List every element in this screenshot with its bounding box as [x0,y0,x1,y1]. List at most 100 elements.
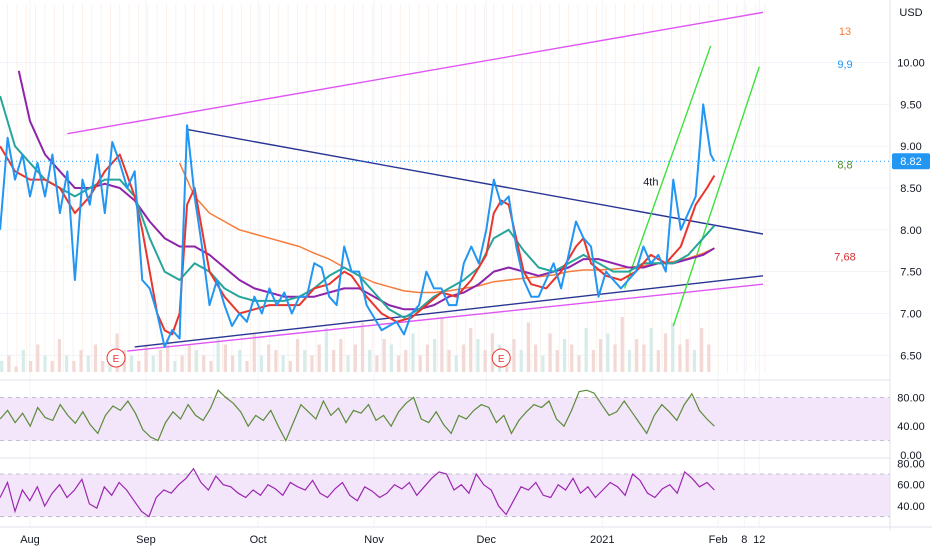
volume-bar [613,344,617,372]
trend-line[interactable] [67,11,764,135]
volume-bar [86,355,90,372]
price-tick-label[interactable]: 7.50 [900,267,921,279]
indicator-tick-label[interactable]: 80.00 [897,392,925,404]
time-tick-label[interactable]: Dec [476,534,496,546]
series-line[interactable] [17,70,715,311]
annotation-label: 13 [839,26,851,38]
rsi-panel-green[interactable] [0,389,890,443]
volume-bar [158,350,163,372]
volume-bar [28,361,33,372]
volume-bar [194,350,199,372]
time-tick-label[interactable]: Feb [709,534,728,546]
volume-bar [418,355,422,372]
volume-bar [577,355,581,372]
indicator-tick-label[interactable]: 40.00 [897,501,925,513]
volume-bar [671,322,675,372]
volume-bar [43,355,47,372]
time-tick-label[interactable]: Nov [364,534,384,546]
volume-bar [137,361,141,372]
volume-bar [692,350,697,372]
earnings-marker-label[interactable]: E [113,354,120,365]
volume-bar [461,344,466,372]
volume-bar [469,328,473,372]
trend-line[interactable] [672,66,760,327]
volume-bar [295,339,300,372]
series-line[interactable] [0,145,716,336]
volume-bar [187,344,191,372]
price-tick-label[interactable]: 9.00 [900,141,921,153]
earnings-marker[interactable] [491,348,511,368]
volume-bar [598,339,603,372]
volume-bar [685,339,689,372]
volume-bar [635,339,639,372]
volume-bar [7,355,11,372]
volume-bar [656,350,660,372]
volume-bar [21,350,25,372]
volume-bar [519,350,523,372]
volume-bar [678,344,682,372]
volume-bar [36,344,40,372]
indicator-tick-label[interactable]: 60.00 [897,480,925,492]
time-tick-label[interactable]: 2021 [590,534,614,546]
price-tick-label[interactable]: 6.50 [900,350,921,362]
volume-bar [606,333,610,372]
price-tick-label[interactable]: 10.00 [897,58,925,70]
indicator-line[interactable] [0,389,715,443]
volume-bar [180,355,184,372]
price-axis[interactable]: 8.82 6.50 7.00 7.50 8.00 8.50 9.00 9.50 10.00 80.… [892,58,930,513]
volume-bar [252,333,256,372]
price-tick-label[interactable]: 8.00 [900,225,921,237]
volume-bar [389,344,393,372]
volume-bar [396,355,401,372]
volume-bar [144,344,148,372]
time-tick-label[interactable]: 12 [753,534,765,546]
volume-bar [375,355,379,372]
price-tick-label[interactable]: 8.50 [900,183,921,195]
time-tick-label[interactable]: Sep [136,534,156,546]
trend-line[interactable] [624,45,712,289]
earnings-marker-label[interactable]: E [498,354,505,365]
last-price-badge [892,153,930,170]
volume-bar [259,355,264,372]
volume-bar [570,344,574,372]
annotation-label: 8,8 [837,160,852,172]
indicator-band [0,474,890,517]
trend-line[interactable] [134,275,764,348]
time-tick-label[interactable]: Oct [250,534,267,546]
time-axis[interactable]: Aug Sep Oct Nov Dec 2021 Feb 8 12 [20,534,765,546]
volume-bar [166,339,170,372]
volume-bar [303,350,307,372]
volume-bar [627,350,632,372]
trend-line[interactable] [127,283,764,352]
volume-bar [93,344,98,372]
volume-bar [562,339,567,372]
indicator-tick-label[interactable]: 80.00 [897,458,925,470]
volume-bar [230,355,235,372]
rsi-panel-purple[interactable] [0,467,890,518]
volume-bar [129,355,134,372]
volume-bar [317,344,321,372]
price-series[interactable] [0,70,890,348]
trend-lines[interactable] [67,11,764,352]
volume-bar [267,344,271,372]
indicator-line[interactable] [0,467,715,518]
volume-bar [57,339,62,372]
price-tick-label[interactable]: 9.50 [900,99,921,111]
volume-bar [151,355,155,372]
indicator-tick-label[interactable]: 0.00 [900,450,921,462]
volume-bar [50,361,54,372]
trend-line[interactable] [186,128,764,235]
earnings-marker[interactable] [106,348,126,368]
price-tick-label[interactable]: 7.00 [900,308,921,320]
indicator-tick-label[interactable]: 40.00 [897,421,925,433]
time-tick-label[interactable]: Aug [20,534,40,546]
series-line[interactable] [0,103,716,348]
currency-label: USD [899,7,922,19]
time-tick-label[interactable]: 8 [741,534,747,546]
volume-bar [331,350,336,372]
volume-bar [72,361,76,372]
volume-bar [425,344,430,372]
volume-bar [584,328,588,372]
